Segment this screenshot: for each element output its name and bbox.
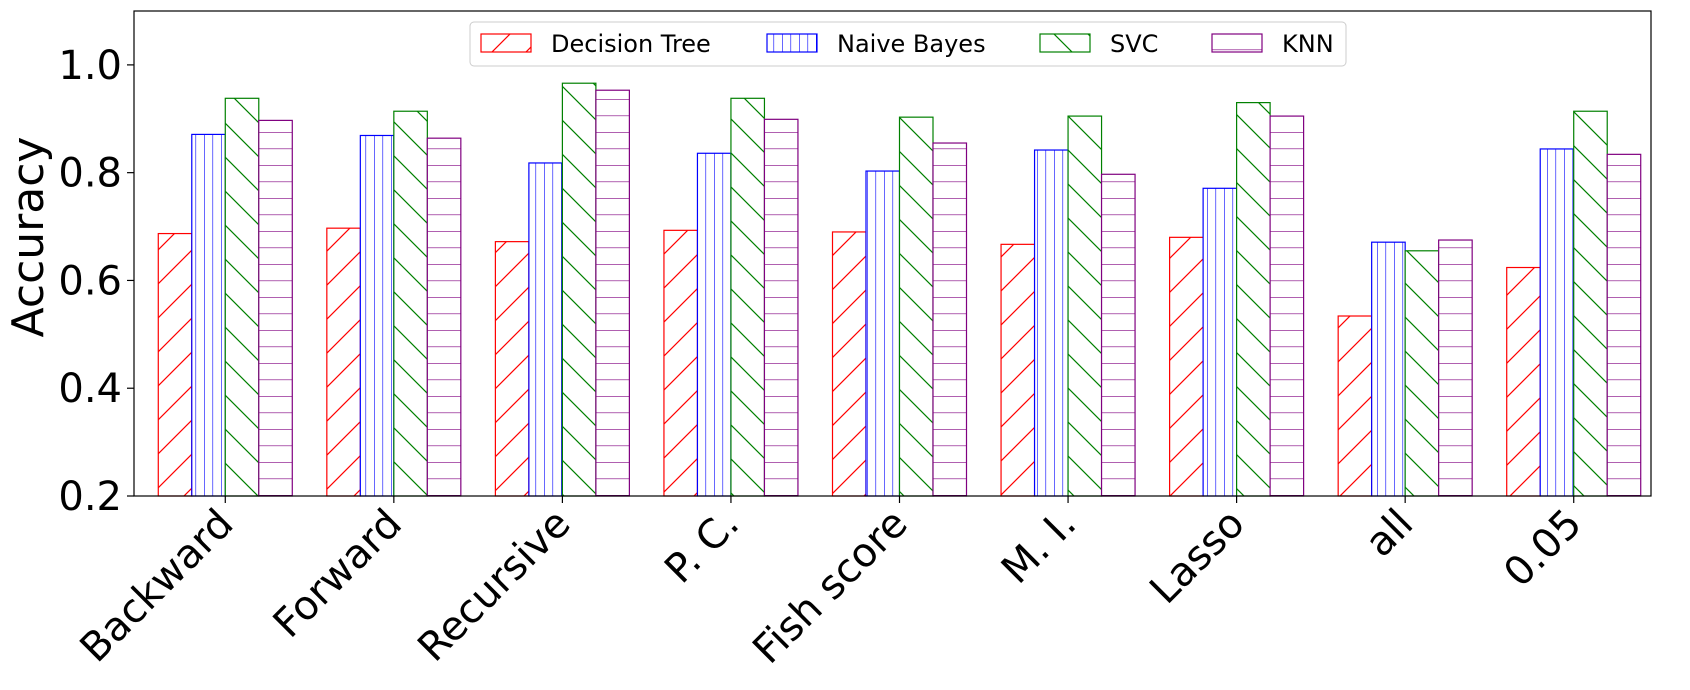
bar-svc-1 — [393, 110, 428, 497]
bar-svc-5 — [1067, 115, 1103, 497]
legend-label-decision-tree: Decision Tree — [551, 30, 711, 58]
x-tick-label: Fish score — [744, 501, 916, 673]
y-tick-label: 0.2 — [58, 474, 122, 520]
legend-label-naive-bayes: Naive Bayes — [837, 30, 986, 58]
bar-decision-tree-1 — [326, 227, 361, 497]
x-tick-label: Forward — [265, 501, 411, 647]
legend-label-svc: SVC — [1110, 30, 1158, 58]
bar-svc-8 — [1573, 110, 1608, 497]
bar-knn-8 — [1606, 153, 1642, 497]
bar-knn-4 — [932, 142, 968, 497]
legend-box — [469, 21, 1347, 67]
y-tick-label: 1.0 — [58, 43, 122, 89]
bar-knn-3 — [763, 118, 799, 497]
bar-naive-bayes-1 — [359, 134, 395, 497]
bar-decision-tree-5 — [1000, 243, 1036, 497]
bar-naive-bayes-7 — [1371, 241, 1406, 497]
x-tick-label: P. C. — [656, 501, 748, 593]
bar-decision-tree-0 — [157, 232, 193, 497]
y-tick-label: 0.8 — [58, 151, 122, 197]
bar-knn-6 — [1269, 115, 1305, 497]
bar-decision-tree-2 — [494, 241, 530, 497]
legend-swatch-decision-tree — [480, 33, 532, 53]
bar-naive-bayes-8 — [1539, 148, 1575, 497]
bar-knn-1 — [426, 137, 462, 497]
bar-svc-7 — [1404, 250, 1440, 497]
legend: Decision Tree Naive Bayes SVC KNN — [469, 21, 1347, 67]
bar-svc-3 — [730, 97, 766, 497]
legend-swatch-naive-bayes — [766, 33, 818, 53]
plot-frame — [133, 10, 1652, 497]
bar-naive-bayes-0 — [191, 133, 226, 497]
bar-decision-tree-6 — [1169, 236, 1204, 497]
bar-decision-tree-7 — [1337, 315, 1373, 497]
x-tick-label: all — [1357, 501, 1423, 567]
bar-svc-4 — [898, 116, 934, 497]
bar-naive-bayes-5 — [1033, 149, 1069, 497]
bar-naive-bayes-6 — [1202, 187, 1238, 497]
x-tick-label: Backward — [72, 501, 243, 672]
legend-label-knn: KNN — [1282, 30, 1334, 58]
bar-knn-2 — [595, 89, 630, 497]
bar-knn-7 — [1438, 239, 1473, 497]
x-tick-label: M. I. — [993, 501, 1085, 593]
bars-group — [157, 82, 1642, 497]
bar-naive-bayes-2 — [528, 162, 563, 497]
y-axis: 0.2 0.4 0.6 0.8 1.0 — [58, 43, 134, 520]
x-tick-label: Lasso — [1141, 501, 1253, 613]
bar-naive-bayes-3 — [696, 152, 732, 497]
legend-swatch-svc — [1039, 33, 1091, 53]
y-tick-label: 0.4 — [58, 366, 122, 412]
bar-decision-tree-4 — [831, 231, 867, 497]
bar-knn-5 — [1100, 173, 1136, 497]
bar-knn-0 — [258, 119, 293, 497]
y-axis-label: Accuracy — [3, 137, 54, 338]
legend-swatch-knn — [1211, 33, 1263, 53]
bar-naive-bayes-4 — [865, 170, 901, 497]
bar-svc-2 — [561, 82, 597, 497]
bar-svc-6 — [1236, 102, 1271, 497]
x-tick-label: Recursive — [409, 501, 579, 671]
bar-decision-tree-3 — [663, 229, 699, 497]
bar-decision-tree-8 — [1506, 266, 1541, 497]
x-tick-label: 0.05 — [1495, 501, 1591, 597]
bar-svc-0 — [224, 97, 260, 497]
y-tick-label: 0.6 — [58, 258, 122, 304]
